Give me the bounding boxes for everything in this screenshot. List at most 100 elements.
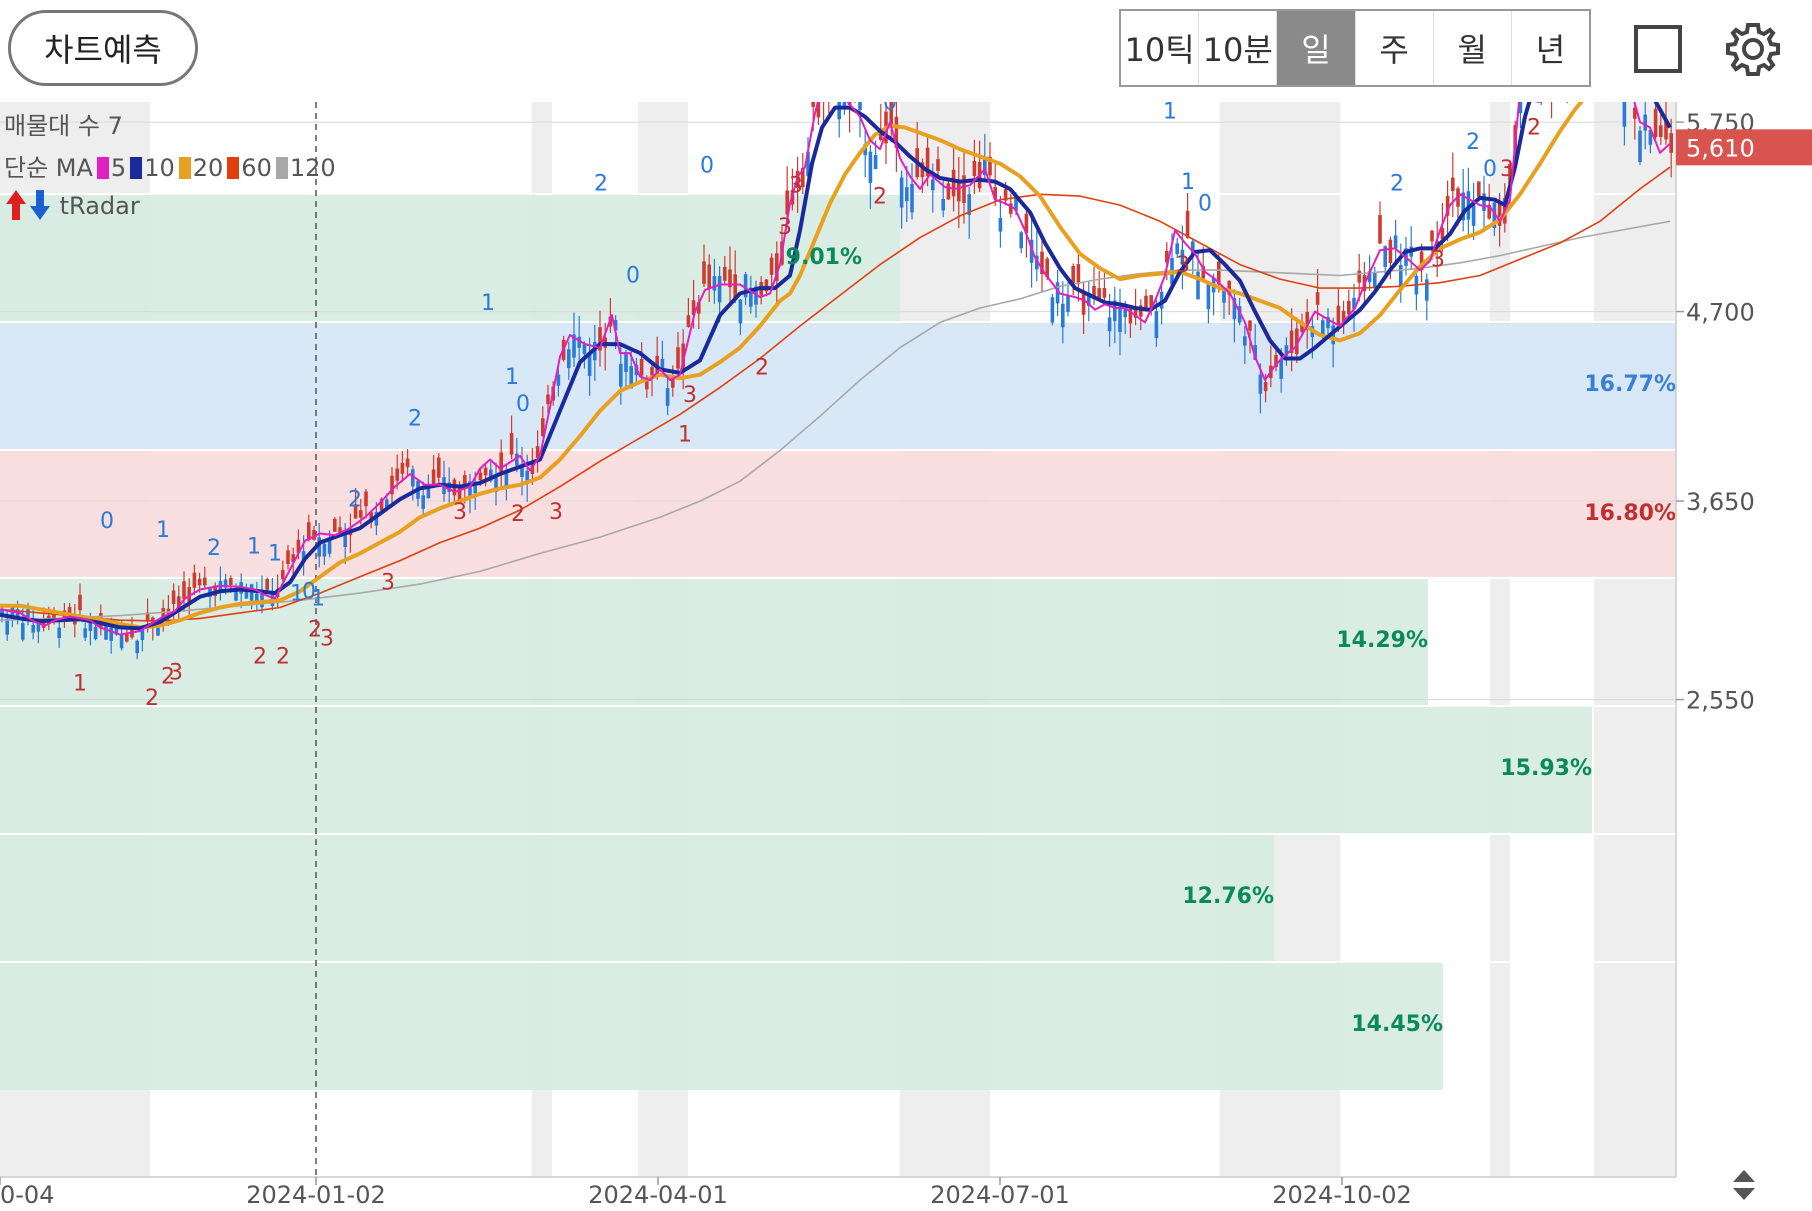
- radar-marker: 2: [1390, 172, 1404, 197]
- candle-body: [400, 462, 405, 474]
- candle-body: [1633, 107, 1637, 119]
- candle-body: [255, 593, 259, 603]
- candle-body: [421, 495, 425, 509]
- period-week[interactable]: 주: [1356, 11, 1434, 85]
- candle-body: [691, 300, 696, 316]
- period-day[interactable]: 일: [1277, 11, 1356, 85]
- radar-marker: 3: [320, 626, 334, 651]
- candle-body: [114, 627, 119, 635]
- candle-body: [863, 144, 867, 156]
- candle-body: [837, 98, 841, 120]
- ma5-label: 5: [110, 154, 127, 182]
- radar-marker: 1: [268, 542, 282, 567]
- period-month[interactable]: 월: [1434, 11, 1512, 85]
- candle-body: [1045, 258, 1049, 278]
- candle-body: [156, 627, 160, 636]
- candle-body: [171, 590, 176, 605]
- tradar-legend[interactable]: tRadar: [4, 188, 140, 222]
- ma-line-60: [0, 166, 1671, 622]
- candle-body: [749, 287, 753, 307]
- candle-body: [1367, 271, 1372, 283]
- candle-body: [946, 183, 951, 200]
- candle-body: [333, 518, 337, 532]
- candle-body: [925, 147, 930, 177]
- candle-body: [1185, 210, 1190, 238]
- candle-body: [1123, 303, 1127, 318]
- ma5-swatch: [96, 157, 109, 179]
- candle-body: [1492, 202, 1497, 228]
- radar-marker: 1: [481, 291, 495, 316]
- candle-body: [650, 367, 654, 376]
- ma120-swatch: [275, 157, 288, 179]
- candle-body: [177, 596, 181, 608]
- volume-percent-label: 14.29%: [1336, 628, 1428, 653]
- candle-body: [343, 534, 347, 548]
- candle-body: [1243, 336, 1247, 346]
- candle-body: [535, 446, 540, 458]
- ma20-label: 20: [192, 154, 224, 182]
- candle-body: [707, 264, 711, 289]
- candle-body: [390, 475, 394, 495]
- candle-body: [1165, 250, 1169, 263]
- radar-marker: 3: [683, 383, 697, 408]
- candle-body: [879, 128, 883, 141]
- candle-body: [936, 159, 940, 171]
- candle-body: [353, 504, 358, 519]
- candle-body: [489, 469, 493, 481]
- scroll-updown-icon[interactable]: [1733, 1170, 1755, 1200]
- candle-body: [1295, 328, 1299, 355]
- candle-body: [520, 464, 524, 477]
- candle-body: [1482, 193, 1486, 211]
- candle-body: [1253, 345, 1257, 360]
- candle-body: [1451, 177, 1455, 191]
- candle-body: [957, 181, 961, 202]
- volume-percent-label: 16.77%: [1584, 372, 1676, 397]
- ma-legend[interactable]: 단순 MA 5 10 20 60 120: [4, 148, 336, 183]
- candle-body: [411, 469, 415, 487]
- ma60-swatch: [227, 157, 240, 179]
- candle-body: [1341, 310, 1346, 322]
- candle-body: [1061, 303, 1065, 328]
- period-year[interactable]: 년: [1535, 31, 1566, 69]
- candle-body: [327, 540, 332, 554]
- y-tick-label: 4,700: [1686, 299, 1755, 327]
- time-band: [1490, 102, 1510, 1177]
- candle-body: [286, 550, 290, 565]
- x-tick-label: 0-04: [0, 1181, 54, 1207]
- gear-icon[interactable]: [1718, 14, 1788, 84]
- candle-body: [1217, 261, 1221, 285]
- candle-body: [322, 543, 327, 557]
- candle-body: [1289, 330, 1294, 353]
- candle-body: [1113, 300, 1117, 322]
- candle-body: [1445, 195, 1450, 216]
- radar-marker: 2: [276, 644, 290, 669]
- square-icon[interactable]: [1623, 14, 1693, 84]
- radar-marker: 2: [145, 686, 159, 711]
- candle-body: [1321, 320, 1325, 337]
- x-tick-label: 2024-10-02: [1272, 1181, 1411, 1207]
- candle-body: [182, 581, 186, 599]
- candle-body: [619, 363, 623, 387]
- candle-body: [1232, 298, 1237, 320]
- ma-line-5: [0, 27, 1671, 636]
- candle-body: [1206, 282, 1211, 310]
- tradar-label: tRadar: [59, 192, 140, 220]
- period-10min[interactable]: 10분: [1199, 11, 1278, 85]
- radar-marker: 0: [100, 509, 114, 534]
- radar-marker: 2: [873, 184, 887, 209]
- period-10tick[interactable]: 10틱: [1121, 11, 1200, 85]
- candle-body: [1024, 213, 1029, 234]
- candle-body: [567, 349, 571, 369]
- candle-body: [702, 261, 706, 284]
- candle-body: [931, 179, 935, 191]
- candle-body: [1419, 251, 1424, 271]
- candle-body: [681, 343, 685, 368]
- candle-body: [1388, 239, 1393, 264]
- candle-body: [697, 302, 701, 314]
- radar-marker: 1: [247, 534, 261, 559]
- candle-body: [301, 551, 306, 563]
- chart-predict-button[interactable]: 차트예측: [8, 10, 198, 86]
- radar-marker: 0: [883, 102, 897, 115]
